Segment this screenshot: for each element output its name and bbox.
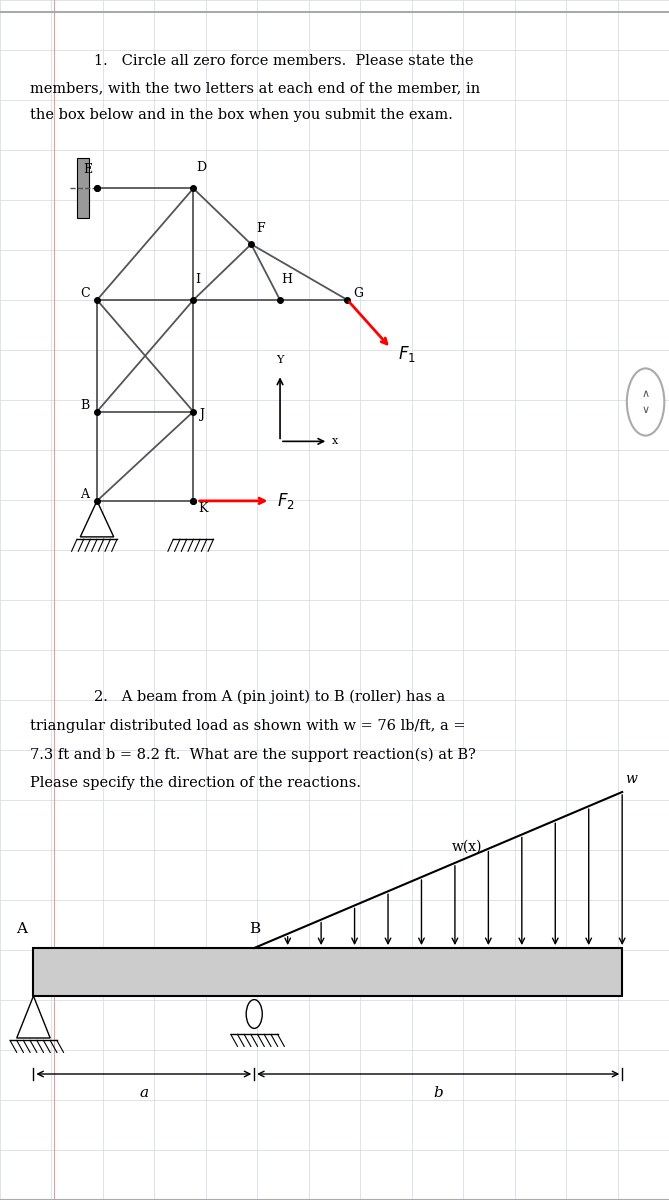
Text: triangular distributed load as shown with w = 76 lb/ft, a =: triangular distributed load as shown wit… [30, 719, 466, 733]
Text: I: I [195, 272, 200, 286]
Text: Y: Y [276, 355, 284, 365]
Text: $\mathit{F}_2$: $\mathit{F}_2$ [277, 491, 295, 511]
Text: 7.3 ft and b = 8.2 ft.  What are the support reaction(s) at B?: 7.3 ft and b = 8.2 ft. What are the supp… [30, 748, 476, 762]
Bar [33, 948, 622, 996]
Text: G: G [353, 287, 363, 300]
Text: x: x [332, 437, 338, 446]
Polygon shape [17, 996, 50, 1038]
Text: w: w [626, 772, 638, 786]
Text: Please specify the direction of the reactions.: Please specify the direction of the reac… [30, 776, 361, 791]
Text: 2.   A beam from A (pin joint) to B (roller) has a: 2. A beam from A (pin joint) to B (rolle… [94, 690, 445, 704]
Text: ∨: ∨ [642, 406, 650, 415]
Text: a: a [139, 1086, 149, 1100]
Text: ∧: ∧ [642, 389, 650, 398]
Text: K: K [199, 503, 208, 515]
Text: J: J [199, 408, 203, 421]
Text: the box below and in the box when you submit the exam.: the box below and in the box when you su… [30, 108, 453, 122]
Text: b: b [434, 1086, 443, 1100]
Text: A: A [80, 488, 89, 500]
Text: C: C [80, 287, 90, 300]
Text: w(x): w(x) [452, 840, 482, 853]
Text: 1.   Circle all zero force members.  Please state the: 1. Circle all zero force members. Please… [94, 54, 473, 68]
Text: $\mathit{F}_1$: $\mathit{F}_1$ [397, 344, 415, 365]
Text: B: B [80, 398, 90, 412]
Text: members, with the two letters at each end of the member, in: members, with the two letters at each en… [30, 82, 480, 96]
Circle shape [246, 1000, 262, 1028]
Text: D: D [197, 161, 207, 174]
Text: E: E [84, 163, 93, 176]
Text: A: A [16, 922, 27, 936]
Circle shape [627, 368, 664, 436]
Text: H: H [282, 272, 292, 286]
FancyBboxPatch shape [77, 158, 89, 218]
Polygon shape [80, 500, 114, 536]
Text: B: B [249, 922, 260, 936]
Text: F: F [256, 222, 265, 235]
